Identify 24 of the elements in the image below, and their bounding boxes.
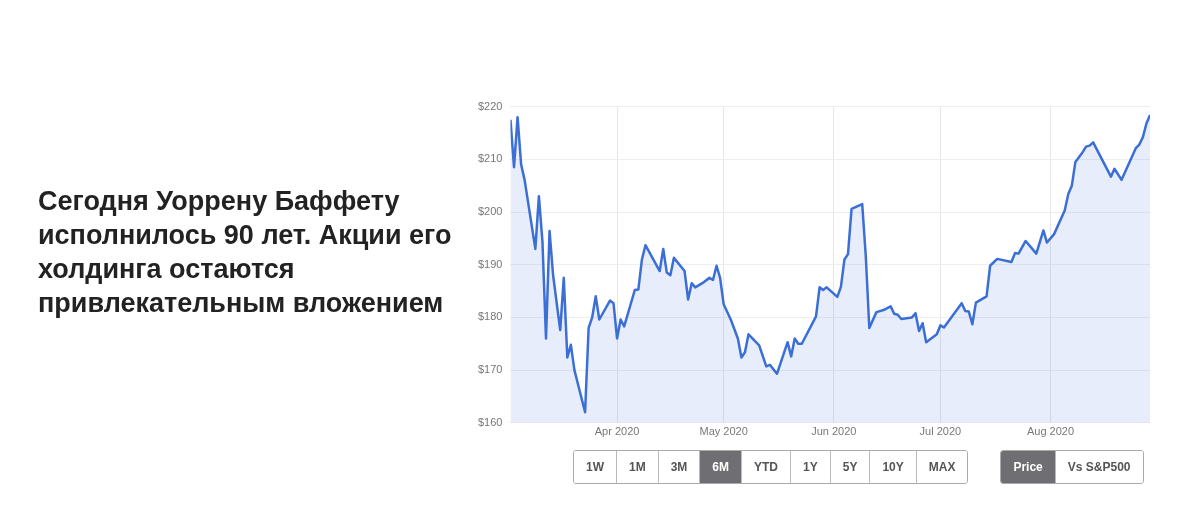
x-tick-label: Apr 2020 (594, 425, 640, 438)
text: 5Y (830, 451, 871, 483)
y-tick-label: $180 (477, 310, 503, 323)
y-tick-label: $170 (477, 363, 503, 376)
text: Сегодня Уоррену Баффету исполнилось 90 лет. Акции его холдинга остаются привлекательным вложением (38, 185, 453, 320)
x-tick-label: Jul 2020 (919, 425, 962, 438)
y-tick-label: $210 (477, 152, 503, 165)
text: 1W (574, 451, 617, 483)
x-tick-label: Aug 2020 (1026, 425, 1075, 438)
text: Vs S&P500 (1055, 451, 1143, 483)
text: MAX (916, 451, 968, 483)
text: YTD (742, 451, 792, 483)
text: 1Y (791, 451, 831, 483)
text: 6M (700, 451, 743, 483)
x-tick-label: May 2020 (699, 425, 748, 438)
y-tick-label: $200 (477, 205, 503, 218)
y-tick-label: $220 (477, 99, 503, 112)
y-tick-label: $190 (477, 257, 503, 270)
text: Price (1001, 451, 1056, 483)
text: 1M (617, 451, 659, 483)
y-tick-label: $160 (477, 415, 503, 428)
text: 10Y (870, 451, 917, 483)
x-tick-label: Jun 2020 (811, 425, 857, 438)
text: 3M (658, 451, 701, 483)
